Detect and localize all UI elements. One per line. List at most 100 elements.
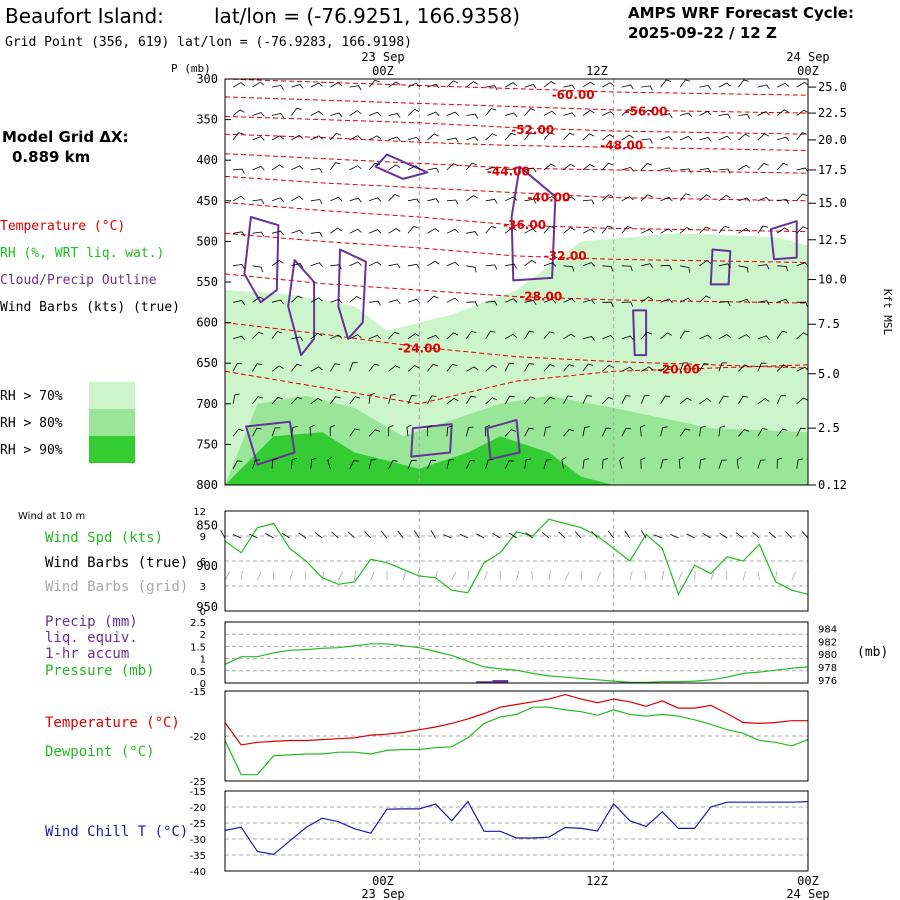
wind-barb [563,364,575,372]
wind-barb [291,134,304,141]
wind-barb-grid [548,571,551,581]
wind-barb [388,331,400,340]
wind-barb [621,395,631,404]
wind-barb-grid [597,571,602,581]
wind-barb [504,362,515,372]
wind-barb [738,298,751,304]
pressure-tick-label: 550 [196,275,218,289]
wind-barb [660,426,668,437]
y-tick-label: 3 [200,582,206,593]
wind-barb [349,334,362,340]
wind-barb-grid [564,571,570,581]
wind-barb [582,133,595,141]
panel-background [225,622,808,683]
wind-barb [407,108,420,116]
wind-barb [291,107,302,116]
height-tick-label: 0.12 [818,478,847,492]
wind-barb [310,262,323,267]
wind-barb [252,265,263,273]
wind-barb [679,193,691,202]
wind-barb [427,334,440,340]
wind-barb [757,264,770,270]
wind-barb [330,112,343,118]
wind-barb-grid [417,571,420,581]
wind-barb [368,135,382,141]
wind-barb [699,168,712,174]
wind-barb [582,262,595,267]
wind-barb [368,197,382,202]
wind-panel: 0 3 6 9 12 [193,507,809,618]
pressure-tick-label: 350 [196,113,218,127]
y-tick-label: -35 [190,851,206,862]
wind-barb [330,227,343,234]
series-line [224,800,809,856]
wind-barb [524,396,536,405]
wind-barb [718,168,731,174]
wind-barb [736,457,742,469]
wind-barb [640,109,653,116]
wind-barb [561,456,567,469]
panel-frame [224,510,809,612]
wind-barb [252,199,265,205]
wind-barb [660,113,673,119]
wind-barb [582,228,595,234]
wind-barb-grid [757,571,760,581]
height-tick-label: 5.0 [818,367,840,381]
wind-barb-true [640,530,647,539]
wind-barb [271,84,284,90]
isotherm-label: -32.00 [544,249,587,263]
wind-speed-label: Wind Spd (kts) [45,530,163,546]
wind-barb [602,364,614,372]
wind-barb [582,299,595,305]
wind-panel-title: Wind at 10 m [18,511,85,522]
wind-barb [738,429,750,437]
wind-barb [484,424,491,437]
wind-barb [660,298,673,303]
wind-barb [427,395,437,404]
wind-barb [602,335,615,340]
wind-barb [505,82,518,88]
wind-barb [232,393,240,404]
wind-barb [602,265,614,272]
wind-barb [776,109,789,116]
bottom-date-3: 24 Sep [786,887,829,900]
wind-barb [699,425,706,437]
wind-barb [232,195,246,202]
wind-barb [368,79,380,88]
wind-barb-grid [240,571,243,581]
wind-barb [718,194,731,202]
wind-barb [349,85,362,91]
isotherm-label: -36.00 [503,218,546,232]
wind-barb [309,424,315,437]
wind-barb-true [298,532,307,539]
wind-barb [329,396,341,405]
wind-barbs-grid-label: Wind Barbs (grid) [45,579,188,595]
wind-barb-true [525,532,533,539]
wind-barb [796,226,808,234]
cloud-outline [243,216,280,304]
y-tick-label: 0 [200,679,206,690]
wind-barb [327,456,332,469]
wind-barb [563,132,575,141]
wind-barb [446,459,455,469]
wind-barb [271,299,284,305]
cloud-outline [510,165,557,282]
wind-barb [407,460,417,469]
wind-barb [680,168,692,174]
wind-barb [349,362,358,372]
bottom-hour-1: 00Z [372,874,394,888]
wind-barb [505,298,518,303]
wind-barb [660,332,673,340]
rh-70-swatch [89,382,135,409]
wind-barb [640,194,653,202]
wind-barb [310,199,323,205]
wind-barb [738,133,750,141]
wind-barb [388,81,401,88]
y-tick-label: -30 [190,835,206,846]
wind-barb [465,460,476,469]
wind-barb [601,225,613,234]
isotherm-label: -60.00 [552,88,595,102]
wind-barb [388,113,401,118]
wind-barb [427,228,440,234]
wind-barb [504,395,515,405]
